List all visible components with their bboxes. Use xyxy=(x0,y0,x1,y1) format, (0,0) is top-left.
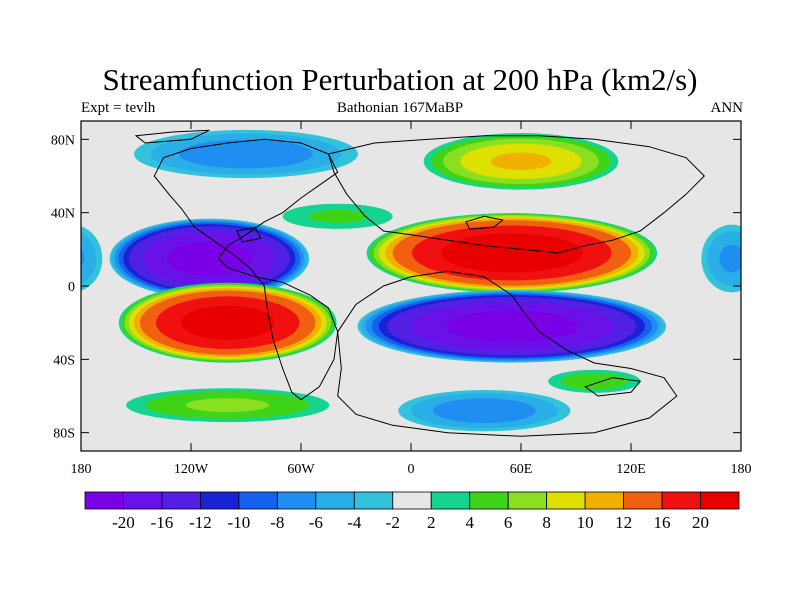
colorbar-label: 10 xyxy=(577,513,594,532)
field-cell-nh-tethys-high xyxy=(366,213,658,293)
axis-ticks: 180 120W 60W 0 60E 120E 180 80N 40N 0 40S 80S xyxy=(51,121,752,477)
lon-tick-label: 60W xyxy=(287,462,315,477)
colorbar: -20 -16 -12 -10 -8 -6 -4 -2 2 4 6 8 10 12 16 20 xyxy=(84,491,740,532)
colorbar-box xyxy=(507,491,548,510)
colorbar-box xyxy=(84,491,124,510)
colorbar-label: 12 xyxy=(615,513,632,532)
coastline-6 xyxy=(236,226,262,243)
colorbar-label: -10 xyxy=(228,513,251,532)
contour-level-4 xyxy=(81,233,97,284)
colorbar-label: 6 xyxy=(504,513,513,532)
colorbar-box xyxy=(623,491,663,510)
lon-tick-label: 60E xyxy=(510,462,533,477)
season-label: ANN xyxy=(710,100,744,116)
field-cell-arctic-america-low xyxy=(134,129,358,179)
colorbar-box xyxy=(661,491,701,510)
colorbar-label: -16 xyxy=(151,513,174,532)
lat-tick-label: 0 xyxy=(68,280,75,295)
lon-tick-label: 120W xyxy=(174,462,209,477)
colorbar-box xyxy=(315,491,355,510)
colorbar-box xyxy=(161,491,201,510)
period-label: Bathonian 167MaBP xyxy=(336,100,464,116)
field-cell-far-east-pacific-low xyxy=(81,224,741,293)
colorbar-label: 4 xyxy=(465,513,474,532)
colorbar-label: 16 xyxy=(654,513,671,532)
colorbar-label: 2 xyxy=(427,513,436,532)
field-cell-sh-indian-low xyxy=(357,290,667,363)
colorbar-box xyxy=(123,491,163,510)
contour-level-6 xyxy=(186,398,270,413)
field-cell-mid-atlantic-high xyxy=(282,203,393,229)
contour-level-20 xyxy=(166,241,252,276)
coastline-3 xyxy=(134,129,210,144)
colorbar-box xyxy=(546,491,586,510)
field-cell-sh-indian-subpolar-high xyxy=(548,369,641,393)
lon-tick-label: 180 xyxy=(71,462,92,477)
contour-level-4 xyxy=(308,209,367,223)
colorbar-box xyxy=(430,491,471,510)
contour-level-20 xyxy=(181,305,275,340)
colorbar-box xyxy=(584,491,624,510)
contour-level-6 xyxy=(179,139,313,169)
colorbar-box xyxy=(238,491,278,510)
colorbar-label: -2 xyxy=(386,513,400,532)
field-cell-southern-ocean-low xyxy=(398,390,571,432)
lon-tick-label: 120E xyxy=(616,462,646,477)
colorbar-label: -8 xyxy=(270,513,284,532)
coastline-2 xyxy=(337,270,678,437)
colorbar-box xyxy=(700,491,740,510)
colorbar-label: -4 xyxy=(347,513,362,532)
colorbar-label: -20 xyxy=(112,513,135,532)
lat-tick-label: 40S xyxy=(53,353,75,368)
plot-title: Streamfunction Perturbation at 200 hPa (… xyxy=(102,62,698,97)
contour-level-6 xyxy=(719,244,741,273)
colorbar-label: -12 xyxy=(189,513,212,532)
lon-tick-label: 0 xyxy=(408,462,415,477)
lat-tick-label: 80N xyxy=(51,133,75,148)
colorbar-box xyxy=(276,491,317,510)
experiment-label: Expt = tevlh xyxy=(81,100,156,116)
colorbar-box xyxy=(200,491,240,510)
colorbar-box xyxy=(392,491,432,510)
coastline-4 xyxy=(584,377,642,397)
contour-level-6 xyxy=(432,398,536,424)
contour-level-20 xyxy=(441,233,583,273)
contour-level-6 xyxy=(81,249,85,268)
coastline-1 xyxy=(327,135,706,254)
lat-tick-label: 80S xyxy=(53,427,75,442)
colorbar-box xyxy=(469,491,509,510)
colorbar-label: 8 xyxy=(542,513,551,532)
lat-tick-label: 40N xyxy=(51,207,75,222)
coastlines xyxy=(134,129,706,437)
contour-level-4 xyxy=(561,373,628,390)
colorbar-box xyxy=(353,491,394,510)
lon-tick-label: 180 xyxy=(731,462,752,477)
field-cell-sh-pacific-high xyxy=(118,282,337,363)
field-cell-sh-pacific-subpolar-high xyxy=(126,388,330,423)
contour-level-10 xyxy=(490,152,552,171)
contour-level-20 xyxy=(446,310,578,342)
field-cell-arctic-asia-high xyxy=(423,133,619,190)
colorbar-label: 20 xyxy=(692,513,709,532)
colorbar-label: -6 xyxy=(309,513,323,532)
coastline-0 xyxy=(153,138,339,401)
coastline-5 xyxy=(465,215,504,230)
